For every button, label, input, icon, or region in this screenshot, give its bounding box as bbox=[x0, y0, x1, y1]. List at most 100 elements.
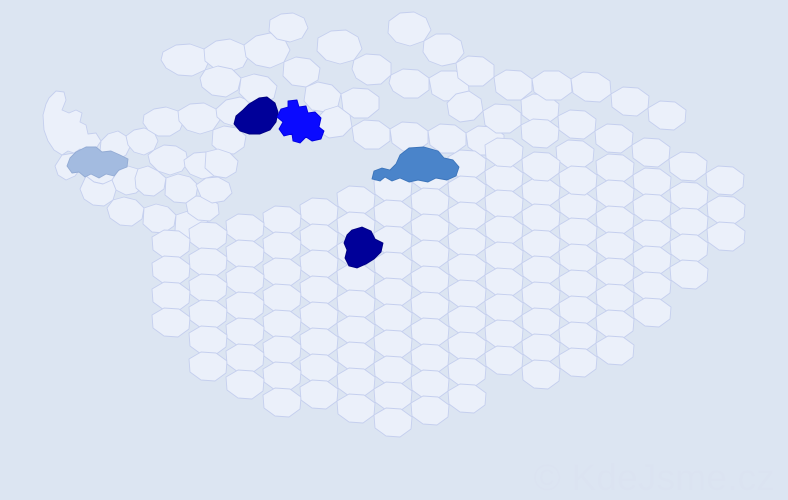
district[interactable] bbox=[647, 100, 687, 131]
district[interactable] bbox=[521, 281, 561, 312]
district[interactable] bbox=[316, 29, 363, 65]
district[interactable] bbox=[558, 191, 598, 222]
district[interactable] bbox=[147, 144, 189, 176]
district[interactable] bbox=[484, 163, 524, 194]
district[interactable] bbox=[558, 269, 598, 300]
district[interactable] bbox=[632, 271, 672, 302]
district[interactable] bbox=[595, 179, 635, 210]
district[interactable] bbox=[225, 291, 265, 322]
district[interactable] bbox=[484, 267, 524, 298]
district[interactable] bbox=[299, 353, 339, 384]
highlight-region-jicin[interactable] bbox=[371, 146, 460, 183]
district[interactable] bbox=[705, 165, 745, 196]
district[interactable] bbox=[373, 251, 413, 282]
district[interactable] bbox=[262, 205, 302, 236]
district[interactable] bbox=[447, 279, 487, 310]
district[interactable] bbox=[558, 243, 598, 274]
district[interactable] bbox=[521, 333, 561, 364]
district[interactable] bbox=[42, 90, 102, 156]
district[interactable] bbox=[351, 53, 392, 86]
district[interactable] bbox=[521, 229, 561, 260]
district[interactable] bbox=[669, 181, 709, 212]
district[interactable] bbox=[211, 125, 247, 155]
district[interactable] bbox=[570, 71, 612, 103]
district[interactable] bbox=[336, 393, 376, 424]
district[interactable] bbox=[373, 355, 413, 386]
district[interactable] bbox=[632, 167, 672, 198]
district[interactable] bbox=[410, 187, 450, 218]
district[interactable] bbox=[225, 369, 265, 400]
district[interactable] bbox=[595, 153, 635, 184]
district[interactable] bbox=[151, 255, 191, 286]
district[interactable] bbox=[151, 281, 191, 312]
highlight-region-kutna-hora[interactable] bbox=[343, 226, 384, 269]
district[interactable] bbox=[199, 65, 242, 98]
highlight-region-louny[interactable] bbox=[233, 96, 279, 135]
district[interactable] bbox=[632, 245, 672, 276]
district[interactable] bbox=[188, 325, 228, 356]
district[interactable] bbox=[447, 383, 487, 414]
district[interactable] bbox=[521, 255, 561, 286]
district[interactable] bbox=[225, 239, 265, 270]
district[interactable] bbox=[225, 265, 265, 296]
district[interactable] bbox=[410, 395, 450, 426]
district[interactable] bbox=[336, 263, 376, 294]
district[interactable] bbox=[373, 381, 413, 412]
district[interactable] bbox=[151, 307, 191, 338]
district[interactable] bbox=[299, 249, 339, 280]
district[interactable] bbox=[225, 343, 265, 374]
district[interactable] bbox=[299, 197, 339, 228]
district[interactable] bbox=[594, 123, 634, 154]
district[interactable] bbox=[447, 357, 487, 388]
district[interactable] bbox=[177, 102, 221, 135]
district[interactable] bbox=[484, 137, 524, 168]
district[interactable] bbox=[447, 331, 487, 362]
district[interactable] bbox=[410, 317, 450, 348]
district[interactable] bbox=[595, 335, 635, 366]
district[interactable] bbox=[389, 121, 429, 152]
district[interactable] bbox=[125, 127, 159, 156]
district[interactable] bbox=[188, 221, 228, 252]
district[interactable] bbox=[299, 301, 339, 332]
district[interactable] bbox=[410, 265, 450, 296]
district[interactable] bbox=[336, 315, 376, 346]
district[interactable] bbox=[243, 32, 291, 69]
district[interactable] bbox=[521, 307, 561, 338]
district[interactable] bbox=[268, 12, 309, 43]
district[interactable] bbox=[106, 196, 145, 227]
district[interactable] bbox=[204, 148, 239, 179]
district[interactable] bbox=[336, 185, 376, 216]
district[interactable] bbox=[315, 105, 353, 139]
district[interactable] bbox=[387, 11, 432, 47]
district[interactable] bbox=[558, 295, 598, 326]
highlight-region-sokolov[interactable] bbox=[66, 146, 129, 179]
district[interactable] bbox=[195, 176, 233, 204]
district[interactable] bbox=[262, 387, 302, 418]
district[interactable] bbox=[521, 203, 561, 234]
district[interactable] bbox=[188, 351, 228, 382]
district[interactable] bbox=[595, 309, 635, 340]
district[interactable] bbox=[142, 106, 185, 137]
highlight-region-litomerice[interactable] bbox=[276, 99, 325, 144]
district[interactable] bbox=[134, 165, 167, 197]
district[interactable] bbox=[262, 361, 302, 392]
district[interactable] bbox=[447, 227, 487, 258]
district[interactable] bbox=[410, 291, 450, 322]
district[interactable] bbox=[595, 231, 635, 262]
district[interactable] bbox=[558, 165, 598, 196]
district[interactable] bbox=[595, 257, 635, 288]
district[interactable] bbox=[336, 289, 376, 320]
district[interactable] bbox=[668, 151, 708, 182]
district[interactable] bbox=[669, 259, 709, 290]
district[interactable] bbox=[373, 199, 413, 230]
district[interactable] bbox=[595, 205, 635, 236]
district[interactable] bbox=[447, 175, 487, 206]
district[interactable] bbox=[373, 277, 413, 308]
district[interactable] bbox=[531, 70, 573, 101]
district[interactable] bbox=[262, 257, 302, 288]
district[interactable] bbox=[188, 273, 228, 304]
district[interactable] bbox=[336, 367, 376, 398]
district[interactable] bbox=[203, 38, 250, 73]
district[interactable] bbox=[351, 119, 391, 150]
